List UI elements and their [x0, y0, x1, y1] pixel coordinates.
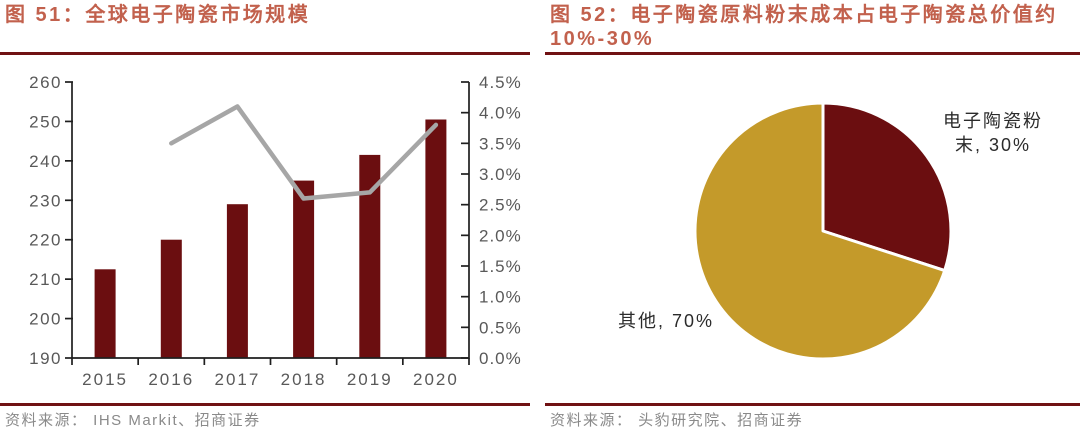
bar-2019 — [359, 154, 381, 358]
pie-label-main: 末, 30% — [955, 135, 1031, 155]
chart-axes — [71, 82, 470, 359]
right-axis-label: 0.0% — [479, 349, 522, 368]
left-axis-label: 250 — [29, 112, 62, 131]
x-axis-label-2015: 2015 — [82, 370, 128, 389]
pie-slice-main — [821, 101, 953, 273]
right-axis-label: 3.5% — [479, 134, 522, 153]
cost-share-pie-area: 电子陶瓷粉末, 30% 其他, 70% — [545, 60, 1080, 405]
left-axis-label: 220 — [29, 231, 62, 250]
right-axis-label: 3.0% — [479, 165, 522, 184]
figure-52-title-text: 电子陶瓷原料粉末成本占电子陶瓷总价值约10%-30% — [550, 4, 1058, 51]
figure-51-title: 图 51：全球电子陶瓷市场规模 — [5, 3, 520, 27]
right-axis-label: 1.5% — [479, 257, 522, 276]
source-note-right: 资料来源： 头豹研究院、招商证券 — [550, 412, 804, 429]
figure-52-label: 图 52： — [550, 4, 631, 26]
left-axis-label: 240 — [29, 152, 62, 171]
title-rule — [0, 52, 530, 55]
left-axis-label: 230 — [29, 191, 62, 210]
pie-label-other: 其他, 70% — [618, 311, 714, 331]
pie-slice-other — [693, 101, 947, 361]
source-note-left: 资料来源： IHS Markit、招商证券 — [5, 412, 261, 429]
figure-51-panel: 图 51：全球电子陶瓷市场规模 260 250 240 230 220 210 200 190… — [0, 0, 530, 438]
x-axis-label-2016: 2016 — [148, 370, 194, 389]
growth-line — [169, 104, 439, 201]
right-axis-label: 4.5% — [479, 73, 522, 92]
x-axis-label-2018: 2018 — [281, 370, 327, 389]
right-axis-label: 0.5% — [479, 318, 522, 337]
bar-2018 — [293, 180, 315, 358]
x-axis-label-2017: 2017 — [215, 370, 261, 389]
figure-52-title: 图 52：电子陶瓷原料粉末成本占电子陶瓷总价值约10%-30% — [550, 3, 1070, 52]
footer-rule — [545, 403, 1080, 406]
bar-2015 — [94, 269, 116, 358]
left-axis-label: 200 — [29, 310, 62, 329]
x-axis-label-2020: 2020 — [413, 370, 459, 389]
bar-2016 — [160, 239, 182, 358]
footer-rule — [0, 403, 530, 406]
left-axis-label: 190 — [29, 349, 62, 368]
left-axis-label: 210 — [29, 270, 62, 289]
right-axis-label: 2.0% — [479, 226, 522, 245]
title-rule — [545, 52, 1080, 55]
x-axis-label-2019: 2019 — [347, 370, 393, 389]
figure-51-label: 图 51： — [5, 4, 86, 26]
bar-2017 — [226, 204, 248, 358]
bar-line-chart: 260 250 240 230 220 210 200 190 4.5% 4.0% 3.5% 3.0%… — [29, 73, 522, 389]
figure-51-title-text: 全球电子陶瓷市场规模 — [85, 4, 311, 26]
figure-52-panel: 图 52：电子陶瓷原料粉末成本占电子陶瓷总价值约10%-30% 电子陶瓷粉末, … — [545, 0, 1080, 438]
pie-label-main: 电子陶瓷粉 — [943, 111, 1043, 131]
left-axis-label: 260 — [29, 73, 62, 92]
right-axis-label: 2.5% — [479, 196, 522, 215]
right-axis-label: 1.0% — [479, 288, 522, 307]
market-size-chart-area: 260 250 240 230 220 210 200 190 4.5% 4.0% 3.5% 3.0%… — [0, 60, 530, 405]
bar-2020 — [425, 119, 447, 358]
right-axis-label: 4.0% — [479, 104, 522, 123]
